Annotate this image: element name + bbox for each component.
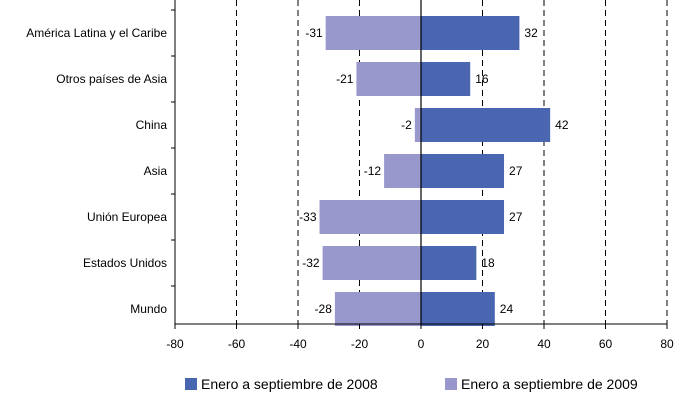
legend-swatch-2009 — [445, 378, 457, 390]
data-label-2008: 16 — [475, 72, 489, 86]
data-label-2009: -33 — [299, 210, 317, 224]
data-label-2008: 24 — [500, 302, 514, 316]
bar-2009 — [325, 16, 421, 50]
bar-2009 — [384, 154, 421, 188]
category-label: América Latina y el Caribe — [26, 26, 167, 40]
x-tick-label: 20 — [476, 337, 490, 351]
data-label-2008: 27 — [509, 210, 523, 224]
x-tick-label: -80 — [166, 337, 184, 351]
bar-2008 — [421, 62, 471, 96]
category-label: Estados Unidos — [83, 256, 167, 270]
legend-item-2008: Enero a septiembre de 2008 — [185, 376, 378, 392]
bar-2009 — [356, 62, 421, 96]
data-label-2009: -2 — [401, 118, 412, 132]
bar-2008 — [421, 108, 551, 142]
x-tick-label: 60 — [599, 337, 613, 351]
x-tick-label: 40 — [537, 337, 551, 351]
x-tick-label: 0 — [418, 337, 425, 351]
legend: Enero a septiembre de 2008 Enero a septi… — [0, 376, 680, 396]
bar-2008 — [421, 154, 505, 188]
data-label-2009: -32 — [302, 256, 320, 270]
data-label-2008: 18 — [481, 256, 495, 270]
x-tick-label: -40 — [289, 337, 307, 351]
bar-2008 — [421, 200, 505, 234]
legend-label-2008: Enero a septiembre de 2008 — [201, 376, 378, 392]
data-label-2009: -12 — [364, 164, 382, 178]
x-tick-label: -60 — [228, 337, 246, 351]
category-label: Mundo — [130, 302, 167, 316]
data-label-2009: -28 — [315, 302, 333, 316]
bar-2008 — [421, 292, 495, 326]
bar-2009 — [322, 246, 421, 280]
category-label: Unión Europea — [87, 210, 167, 224]
data-label-2009: -31 — [305, 26, 323, 40]
x-tick-label: 80 — [660, 337, 674, 351]
bar-2009 — [319, 200, 421, 234]
data-label-2008: 27 — [509, 164, 523, 178]
legend-label-2009: Enero a septiembre de 2009 — [461, 376, 638, 392]
category-label: China — [136, 118, 168, 132]
bar-2009 — [334, 292, 421, 326]
bar-2008 — [421, 16, 520, 50]
category-label: Asia — [144, 164, 168, 178]
bar-2008 — [421, 246, 477, 280]
data-label-2008: 32 — [524, 26, 538, 40]
category-label: Otros países de Asia — [56, 72, 167, 86]
legend-swatch-2008 — [185, 378, 197, 390]
x-tick-label: -20 — [351, 337, 369, 351]
legend-item-2009: Enero a septiembre de 2009 — [445, 376, 638, 392]
bar-2009 — [414, 108, 421, 142]
data-label-2009: -21 — [336, 72, 354, 86]
data-label-2008: 42 — [555, 118, 569, 132]
